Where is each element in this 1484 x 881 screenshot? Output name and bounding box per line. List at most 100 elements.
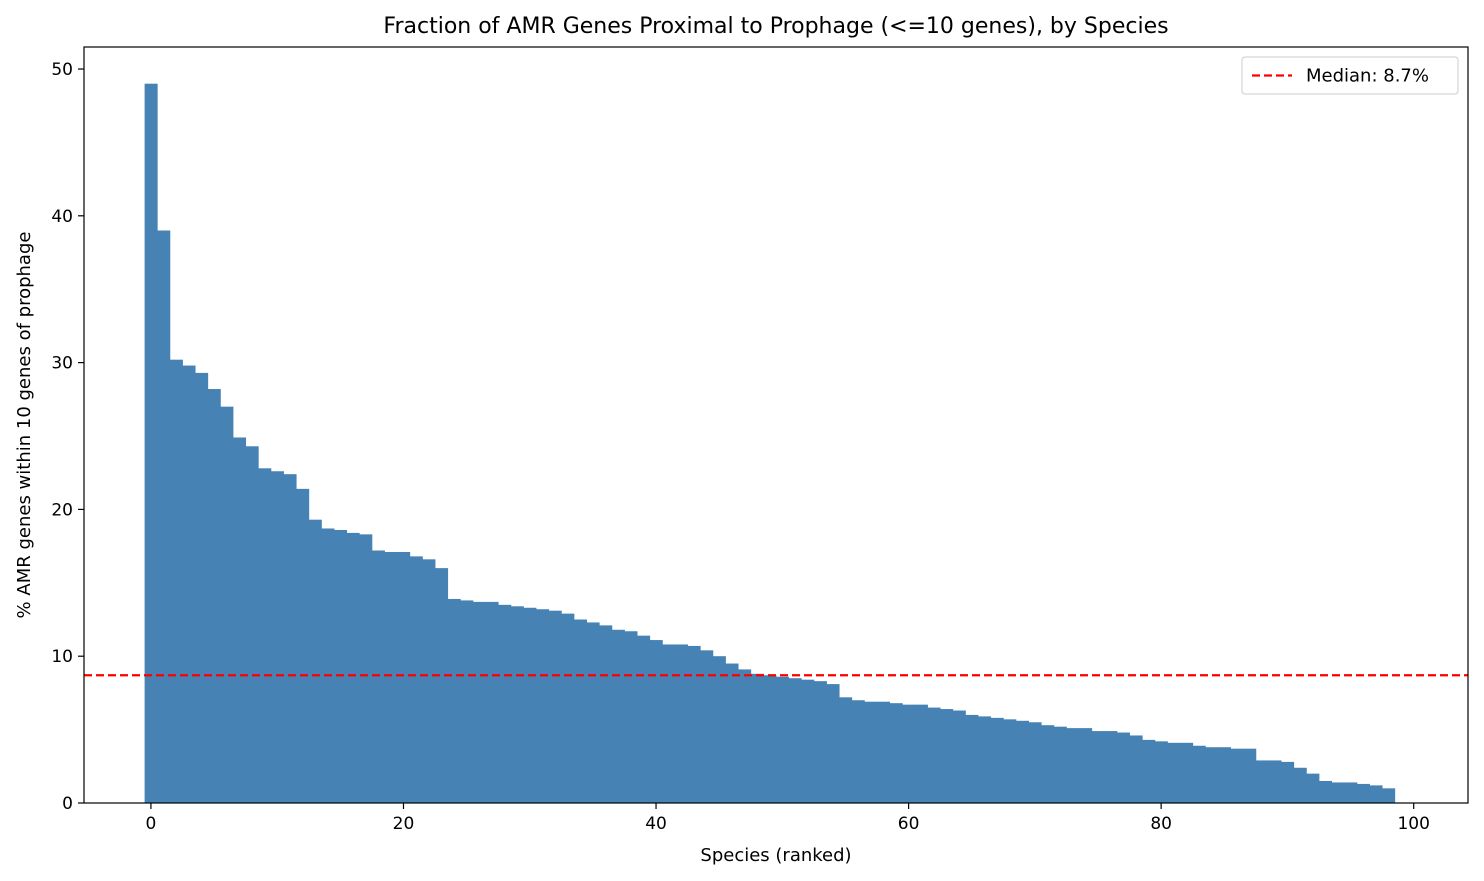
bar <box>1142 739 1156 803</box>
bar <box>510 606 524 803</box>
bar <box>763 675 777 803</box>
bar <box>182 365 196 803</box>
bar <box>144 83 158 803</box>
y-tick-label: 50 <box>51 60 73 80</box>
x-axis-ticks: 0 20 40 60 80 100 <box>146 803 1430 834</box>
bar <box>1344 782 1358 803</box>
bar <box>1230 748 1244 803</box>
bar <box>1205 747 1219 803</box>
bar <box>864 701 878 803</box>
bar <box>940 709 954 803</box>
bar <box>978 716 992 803</box>
bar <box>1041 725 1055 803</box>
bar <box>599 625 613 803</box>
legend: Median: 8.7% <box>1241 56 1459 95</box>
bar <box>750 673 764 803</box>
bar <box>321 528 335 803</box>
bar <box>1028 722 1042 803</box>
bar <box>725 663 739 803</box>
bar <box>990 717 1004 803</box>
bar <box>700 650 714 803</box>
bar <box>738 669 752 803</box>
bar <box>447 598 461 803</box>
bar <box>422 559 436 803</box>
x-tick-label: 80 <box>1150 814 1172 834</box>
bar <box>371 550 385 803</box>
bar <box>1382 788 1396 803</box>
bar <box>788 678 802 803</box>
bar <box>1116 732 1130 803</box>
bar <box>258 468 272 803</box>
bar <box>952 710 966 803</box>
bar <box>397 551 411 803</box>
bar <box>334 529 348 803</box>
bar <box>1217 747 1231 803</box>
bar <box>1192 745 1206 803</box>
x-tick-label: 0 <box>146 814 157 834</box>
bar <box>877 701 891 803</box>
bar <box>1306 773 1320 803</box>
bar <box>472 601 486 803</box>
bar <box>1079 728 1093 803</box>
x-tick-label: 40 <box>645 814 667 834</box>
bar <box>813 681 827 803</box>
bar <box>485 601 499 803</box>
bar <box>649 640 663 803</box>
x-tick-label: 100 <box>1397 814 1429 834</box>
bar <box>927 707 941 803</box>
y-axis-ticks: 0 10 20 30 40 50 <box>51 60 84 814</box>
bar <box>1066 728 1080 803</box>
bar <box>1104 731 1118 803</box>
bar <box>207 389 221 803</box>
bar <box>1003 719 1017 803</box>
x-tick-label: 60 <box>898 814 920 834</box>
chart-title: Fraction of AMR Genes Proximal to Propha… <box>383 14 1168 39</box>
bar <box>233 437 247 803</box>
bar <box>1053 726 1067 803</box>
bar <box>889 703 903 803</box>
bar <box>1281 761 1295 803</box>
bar <box>573 619 587 803</box>
bar <box>1255 760 1269 803</box>
bar <box>1154 741 1168 803</box>
bar <box>611 629 625 803</box>
bar <box>1293 767 1307 803</box>
bar <box>687 645 701 803</box>
bar <box>346 532 360 803</box>
bar <box>296 488 310 803</box>
bar <box>902 704 916 803</box>
bar <box>523 607 537 803</box>
x-axis-label: Species (ranked) <box>700 845 851 866</box>
bar <box>1091 731 1105 803</box>
y-tick-label: 40 <box>51 207 73 227</box>
bar <box>965 714 979 803</box>
bar <box>1369 785 1383 803</box>
bar <box>220 406 234 803</box>
y-tick-label: 30 <box>51 354 73 374</box>
bar <box>1167 742 1181 803</box>
bar <box>308 519 322 803</box>
y-tick-label: 20 <box>51 500 73 520</box>
bar <box>826 684 840 803</box>
bar <box>409 556 423 803</box>
bar <box>1129 735 1143 803</box>
legend-label: Median: 8.7% <box>1306 66 1429 87</box>
bar <box>245 446 259 803</box>
x-tick-label: 20 <box>393 814 415 834</box>
bar <box>712 656 726 803</box>
bar <box>1180 742 1194 803</box>
bar <box>1331 782 1345 803</box>
bar <box>435 568 449 803</box>
bar <box>359 534 373 803</box>
bar <box>586 622 600 803</box>
bar <box>384 551 398 803</box>
bar <box>776 676 790 803</box>
bar <box>561 613 575 803</box>
bar <box>674 644 689 803</box>
bar <box>157 230 171 803</box>
bar <box>1268 760 1282 803</box>
y-axis-label: % AMR genes within 10 genes of prophage <box>14 232 35 619</box>
bar <box>1015 720 1029 803</box>
bar <box>498 604 512 803</box>
bar <box>1243 748 1257 803</box>
